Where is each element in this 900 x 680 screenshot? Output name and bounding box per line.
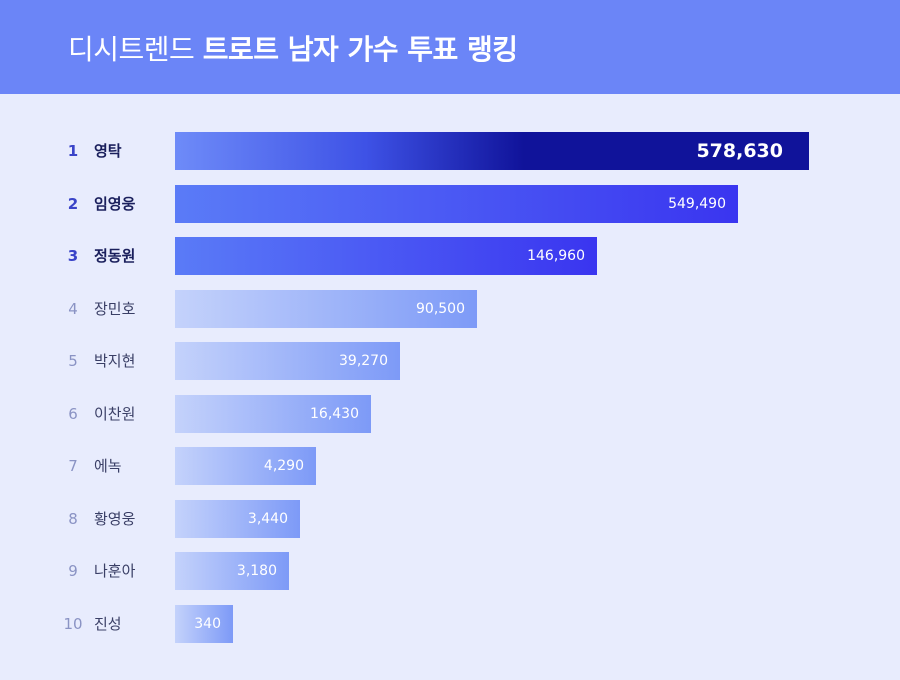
bar	[175, 499, 300, 538]
category-label: 이찬원	[94, 404, 136, 423]
bar-row: 2 임영웅 549,490	[0, 184, 900, 223]
bar	[175, 132, 809, 170]
rank-label: 1	[67, 142, 79, 160]
category-label: 임영웅	[94, 194, 136, 213]
bar	[175, 342, 400, 380]
rank-label: 8	[68, 509, 78, 528]
value-label: 578,630	[696, 140, 783, 162]
bar-row: 10 진성 340	[0, 604, 900, 643]
value-label: 3,180	[236, 563, 277, 579]
bar	[175, 289, 477, 328]
chart-title: 디시트렌드 트로트 남자 가수 투표 랭킹	[68, 28, 518, 68]
category-label: 나훈아	[94, 562, 136, 580]
rank-label: 3	[67, 247, 79, 265]
rank-label: 7	[68, 457, 78, 475]
value-label: 16,430	[310, 405, 359, 422]
bar-row: 8 황영웅 3,440	[0, 499, 900, 538]
bar	[175, 394, 371, 433]
category-label: 에녹	[94, 457, 122, 475]
chart-title-light: 디시트렌드	[68, 33, 195, 66]
bar	[175, 184, 738, 223]
rank-label: 9	[68, 562, 78, 580]
value-label: 549,490	[668, 195, 726, 212]
category-label: 진성	[94, 614, 122, 633]
bar-row: 5 박지현 39,270	[0, 342, 900, 380]
bar-row: 6 이찬원 16,430	[0, 394, 900, 433]
rank-label: 6	[68, 404, 78, 423]
value-label: 146,960	[527, 248, 585, 264]
bar	[175, 447, 316, 485]
bar	[175, 237, 597, 275]
bar-row: 7 에녹 4,290	[0, 447, 900, 485]
category-label: 박지현	[94, 352, 136, 370]
rank-label: 2	[67, 194, 79, 213]
value-label: 3,440	[247, 510, 288, 527]
bar-row: 1 영탁 578,630	[0, 132, 900, 170]
value-label: 90,500	[416, 300, 465, 317]
header-banner: 디시트렌드 트로트 남자 가수 투표 랭킹	[0, 0, 900, 94]
category-label: 황영웅	[94, 509, 136, 528]
value-label: 4,290	[263, 458, 304, 474]
category-label: 장민호	[94, 299, 136, 318]
value-label: 39,270	[339, 353, 388, 369]
ranking-bar-chart: 1 영탁 578,630 2 임영웅 549,490 3 정동원 146,960 4 장민호 90,5…	[0, 94, 900, 680]
category-label: 영탁	[94, 142, 122, 160]
value-label: 340	[194, 615, 221, 632]
rank-label: 5	[68, 352, 78, 370]
bar-row: 3 정동원 146,960	[0, 237, 900, 275]
bar	[175, 552, 289, 590]
bar-row: 9 나훈아 3,180	[0, 552, 900, 590]
chart-title-bold: 트로트 남자 가수 투표 랭킹	[202, 33, 518, 66]
bar	[175, 604, 233, 643]
category-label: 정동원	[94, 247, 136, 265]
bar-row: 4 장민호 90,500	[0, 289, 900, 328]
rank-label: 4	[68, 299, 78, 318]
rank-label: 10	[63, 614, 83, 633]
